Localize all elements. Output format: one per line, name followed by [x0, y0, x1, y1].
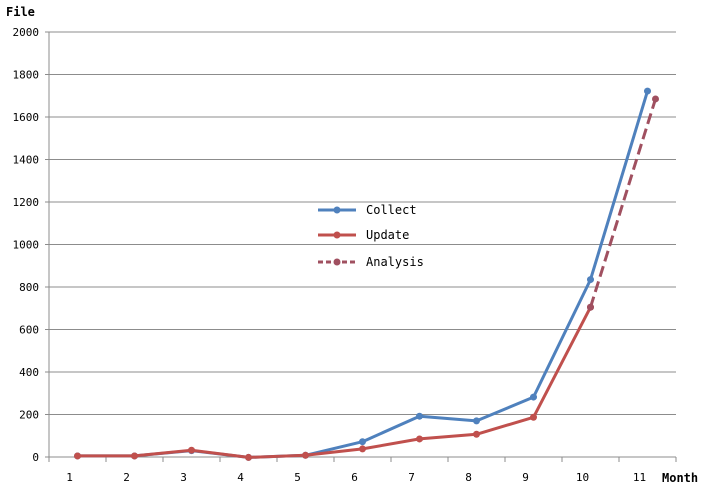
- data-point-update: [302, 451, 309, 459]
- y-tick-label: 2000: [13, 26, 40, 39]
- x-tick-labels: 1 2 3 4 5 6 7 8 9 10 11: [66, 471, 646, 484]
- data-point-collect: [416, 412, 423, 420]
- y-tick-label: 0: [32, 451, 39, 464]
- legend-label-collect: Collect: [366, 203, 417, 217]
- y-tick-label: 200: [19, 409, 39, 422]
- x-tick-label: 5: [294, 471, 301, 484]
- data-point-update: [473, 430, 480, 438]
- data-point-update: [131, 452, 138, 460]
- gridlines: [49, 31, 676, 415]
- x-tick-label: 4: [237, 471, 244, 484]
- data-point-update: [245, 453, 252, 461]
- data-point-update: [530, 413, 537, 421]
- x-tick-label: 3: [180, 471, 187, 484]
- y-tick-label: 1400: [13, 154, 40, 167]
- legend-marker-analysis: [333, 258, 341, 266]
- axes: [45, 31, 677, 462]
- data-point-collect: [587, 276, 594, 284]
- data-point-collect: [530, 393, 537, 401]
- data-point-collect: [473, 417, 480, 425]
- x-tick-label: 8: [465, 471, 472, 484]
- y-tick-label: 600: [19, 324, 39, 337]
- y-tick-label: 800: [19, 281, 39, 294]
- y-tick-label: 1600: [13, 111, 40, 124]
- legend-marker-collect: [333, 206, 341, 214]
- series-lines: [74, 87, 659, 461]
- data-point-update: [188, 446, 195, 454]
- y-tick-label: 400: [19, 366, 39, 379]
- data-point-update: [416, 435, 423, 443]
- y-axis-title: File: [6, 5, 35, 19]
- data-point-analysis: [587, 303, 594, 311]
- series-line-collect: [77, 90, 649, 459]
- y-tick-label: 1000: [13, 239, 40, 252]
- data-point-update: [74, 452, 81, 460]
- x-tick-label: 9: [522, 471, 529, 484]
- y-tick-labels: 0 200 400 600 800 1000 1200 1400 1600 1800 2000: [13, 26, 40, 464]
- x-tick-label: 6: [351, 471, 358, 484]
- legend-label-analysis: Analysis: [366, 255, 424, 269]
- x-tick-label: 7: [408, 471, 415, 484]
- series-line-update: [77, 306, 592, 459]
- y-tick-label: 1200: [13, 196, 40, 209]
- y-tick-label: 1800: [13, 69, 40, 82]
- data-point-update: [359, 445, 366, 453]
- legend-marker-update: [333, 231, 341, 239]
- series-line-analysis: [589, 98, 657, 308]
- x-tick-label: 2: [123, 471, 130, 484]
- legend: Collect Update Analysis: [318, 203, 424, 269]
- x-axis-title: Month: [662, 471, 698, 485]
- x-tick-label: 10: [576, 471, 589, 484]
- x-tick-label: 11: [633, 471, 646, 484]
- data-point-collect: [359, 438, 366, 446]
- x-tick-label: 1: [66, 471, 73, 484]
- data-point-analysis: [652, 95, 659, 103]
- legend-label-update: Update: [366, 228, 409, 242]
- data-point-collect: [644, 87, 651, 95]
